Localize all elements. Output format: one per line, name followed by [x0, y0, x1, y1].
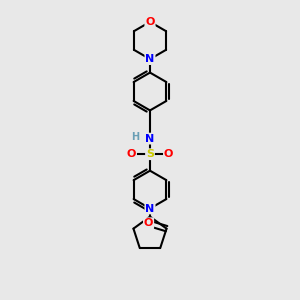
Text: O: O — [144, 218, 153, 228]
Text: N: N — [146, 134, 154, 144]
Text: O: O — [127, 149, 136, 159]
Text: O: O — [164, 149, 173, 159]
Text: N: N — [146, 203, 154, 214]
Text: H: H — [131, 132, 140, 142]
Text: N: N — [146, 54, 154, 64]
Text: S: S — [146, 149, 154, 159]
Text: O: O — [145, 17, 155, 27]
